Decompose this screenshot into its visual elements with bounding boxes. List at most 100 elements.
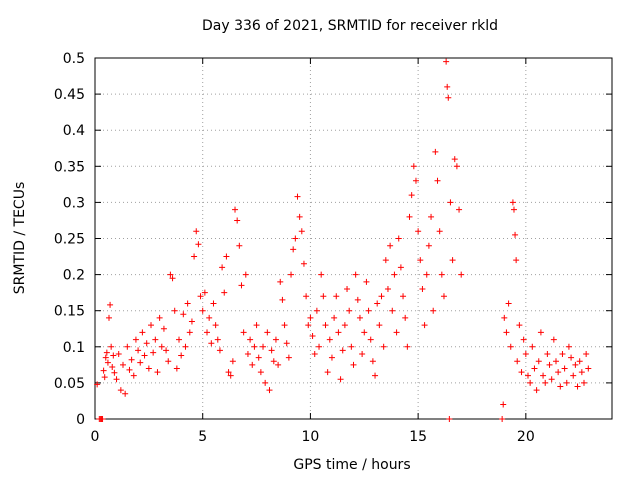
data-point bbox=[531, 365, 538, 372]
data-point bbox=[208, 340, 215, 347]
data-point bbox=[285, 354, 292, 361]
data-point bbox=[184, 300, 191, 307]
data-point bbox=[408, 192, 415, 199]
data-point bbox=[352, 271, 359, 278]
data-point bbox=[167, 271, 174, 278]
data-point bbox=[122, 390, 129, 397]
data-point bbox=[520, 336, 527, 343]
data-point bbox=[331, 314, 338, 321]
data-point bbox=[434, 177, 441, 184]
data-point bbox=[561, 365, 568, 372]
data-point bbox=[395, 235, 402, 242]
data-point bbox=[559, 351, 566, 358]
data-point bbox=[216, 347, 223, 354]
data-point bbox=[361, 329, 368, 336]
data-point bbox=[540, 372, 547, 379]
data-point bbox=[546, 361, 553, 368]
x-tick-label: 15 bbox=[409, 429, 427, 445]
data-point bbox=[150, 349, 157, 356]
data-point bbox=[440, 293, 447, 300]
data-point bbox=[186, 329, 193, 336]
data-point bbox=[320, 293, 327, 300]
data-point bbox=[391, 271, 398, 278]
data-point bbox=[247, 336, 254, 343]
data-point bbox=[365, 307, 372, 314]
y-tick-label: 0.35 bbox=[54, 159, 85, 175]
data-point bbox=[354, 296, 361, 303]
y-tick-label: 0.4 bbox=[63, 123, 85, 139]
data-point bbox=[499, 416, 506, 422]
data-point bbox=[227, 372, 234, 379]
data-point bbox=[249, 361, 256, 368]
data-point bbox=[389, 307, 396, 314]
data-point bbox=[533, 387, 540, 394]
data-point bbox=[128, 356, 135, 363]
data-point bbox=[387, 242, 394, 249]
data-point bbox=[444, 83, 451, 90]
data-point bbox=[318, 271, 325, 278]
data-point bbox=[214, 336, 221, 343]
data-point bbox=[110, 352, 117, 359]
data-point bbox=[513, 257, 520, 264]
data-point bbox=[524, 372, 531, 379]
data-point bbox=[510, 206, 517, 213]
data-point bbox=[169, 275, 176, 282]
data-point bbox=[266, 387, 273, 394]
data-point bbox=[296, 213, 303, 220]
data-point bbox=[206, 314, 213, 321]
data-point bbox=[529, 343, 536, 350]
data-point bbox=[223, 253, 230, 260]
data-point bbox=[139, 329, 146, 336]
data-point bbox=[101, 374, 108, 381]
data-point bbox=[419, 286, 426, 293]
data-point bbox=[369, 358, 376, 365]
data-point bbox=[255, 354, 262, 361]
data-point bbox=[425, 242, 432, 249]
data-point bbox=[260, 343, 267, 350]
data-point bbox=[106, 314, 113, 321]
data-point bbox=[305, 322, 312, 329]
data-point bbox=[292, 235, 299, 242]
data-point bbox=[522, 351, 529, 358]
data-point bbox=[430, 307, 437, 314]
data-point bbox=[505, 300, 512, 307]
data-point bbox=[428, 213, 435, 220]
data-point bbox=[324, 369, 331, 376]
data-point bbox=[100, 367, 107, 374]
data-point bbox=[374, 300, 381, 307]
data-point bbox=[279, 296, 286, 303]
data-point bbox=[234, 217, 241, 224]
data-point bbox=[300, 260, 307, 267]
data-point bbox=[195, 241, 202, 248]
data-point bbox=[109, 364, 116, 371]
data-point bbox=[242, 271, 249, 278]
data-point bbox=[456, 206, 463, 213]
data-point bbox=[356, 314, 363, 321]
data-point bbox=[158, 343, 165, 350]
y-tick-label: 0.1 bbox=[63, 340, 85, 356]
data-point bbox=[518, 369, 525, 376]
data-point bbox=[578, 369, 585, 376]
data-point bbox=[509, 199, 516, 206]
data-point bbox=[580, 379, 587, 386]
chart-title: Day 336 of 2021, SRMTID for receiver rkl… bbox=[201, 18, 499, 34]
data-point bbox=[120, 361, 127, 368]
data-point bbox=[188, 318, 195, 325]
y-tick-label: 0 bbox=[76, 412, 85, 428]
data-point bbox=[359, 351, 366, 358]
x-tick-label: 0 bbox=[91, 429, 100, 445]
data-point bbox=[503, 329, 510, 336]
data-point bbox=[253, 322, 260, 329]
data-point bbox=[447, 199, 454, 206]
data-point bbox=[244, 351, 251, 358]
data-point bbox=[445, 94, 452, 101]
data-point bbox=[229, 358, 236, 365]
data-point bbox=[417, 257, 424, 264]
data-point bbox=[268, 347, 275, 354]
data-point bbox=[290, 246, 297, 253]
data-point bbox=[221, 289, 228, 296]
data-point bbox=[182, 343, 189, 350]
data-point bbox=[176, 336, 183, 343]
data-point bbox=[574, 383, 581, 390]
data-point bbox=[137, 359, 144, 366]
